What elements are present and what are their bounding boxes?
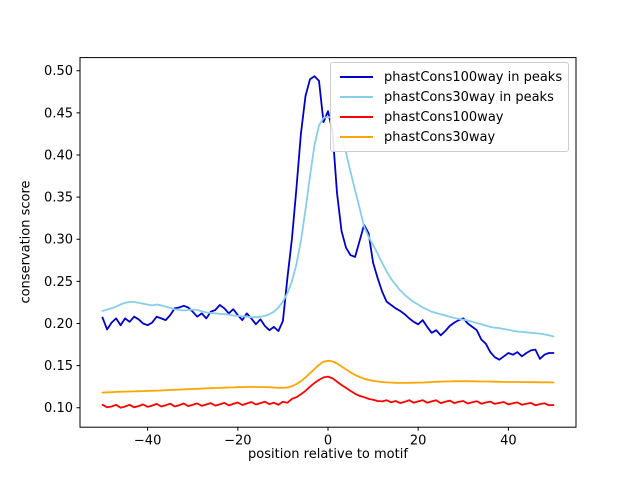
series-line-phastcons100way-in-peaks [101,75,555,361]
legend-item: phastCons100way [340,108,564,126]
legend-line-sample [340,115,373,119]
legend-item: phastCons100way in peaks [340,68,564,86]
legend-item: phastCons30way in peaks [340,88,564,106]
y-tick-label: 0.10 [44,401,73,416]
x-tick-label: −40 [134,434,161,449]
y-tick-label: 0.45 [44,106,73,121]
x-tick-label: −20 [224,434,251,449]
legend-line-sample [340,135,373,139]
x-tick-label: 40 [500,434,517,449]
legend-label: phastCons30way [384,129,496,145]
series-line-phastcons30way-in-peaks [101,115,555,338]
y-tick-label: 0.15 [44,359,73,374]
y-tick-label: 0.50 [44,64,73,79]
legend-line-sample [340,75,373,79]
y-tick-label: 0.25 [44,275,73,290]
x-axis-label: position relative to motif [248,447,408,462]
x-tick-label: 20 [410,434,427,449]
y-tick-label: 0.20 [44,317,73,332]
x-tick-label: 0 [324,434,332,449]
legend-line-sample [340,95,373,99]
legend: phastCons100way in peaks phastCons30way i… [330,62,569,152]
y-tick-label: 0.40 [44,148,73,163]
series-line-phastcons100way [101,375,555,409]
y-tick-label: 0.30 [44,233,73,248]
legend-label: phastCons30way in peaks [384,89,554,105]
legend-label: phastCons100way in peaks [384,69,563,85]
legend-label: phastCons100way [384,109,504,125]
y-axis-label: conservation score [18,180,34,304]
series-line-phastcons30way [101,359,555,394]
y-tick-label: 0.35 [44,191,73,206]
legend-item: phastCons30way [340,128,564,146]
